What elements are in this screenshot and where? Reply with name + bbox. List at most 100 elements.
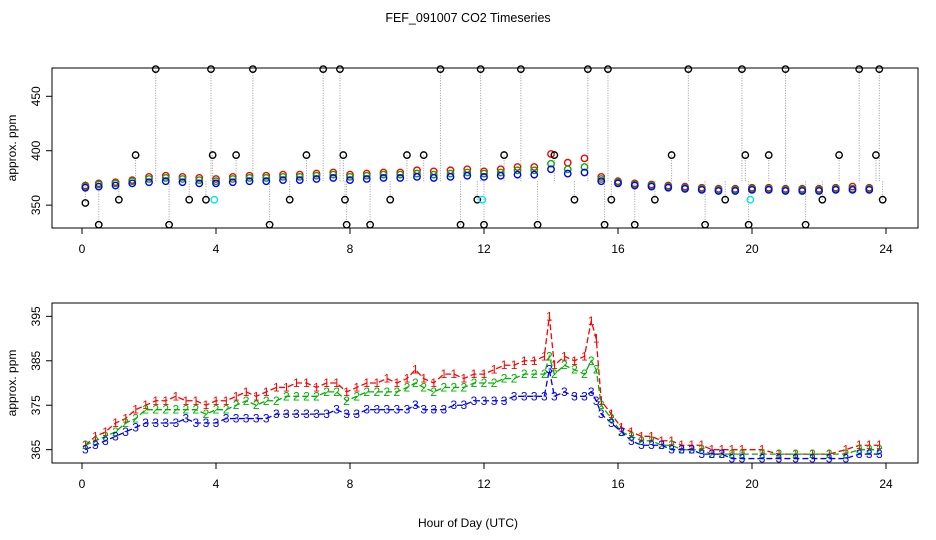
- point-label-series-2: 2: [333, 385, 340, 399]
- data-point-series-3: [872, 151, 880, 159]
- point-label-series-2: 2: [112, 425, 119, 439]
- data-point-series-1: [429, 170, 438, 179]
- y-tick-label: 350: [29, 195, 43, 215]
- point-label-series-3: 3: [333, 403, 340, 417]
- top-x-axis: 0 4 8 12 16 20 24: [79, 228, 893, 256]
- point-label-series-2: 2: [471, 376, 478, 390]
- point-label-series-2: 2: [521, 367, 528, 381]
- point-label-series-3: 3: [203, 416, 210, 430]
- point-label-series-1: 1: [708, 443, 715, 457]
- bottom-y-axis-title: approx. ppm: [5, 350, 19, 417]
- x-tick-label: 0: [79, 477, 86, 491]
- data-point-series-3: [570, 195, 579, 204]
- point-label-series-3: 3: [668, 443, 675, 457]
- point-label-series-2: 2: [430, 385, 437, 399]
- point-label-series-2: 2: [451, 380, 458, 394]
- point-label-series-1: 1: [759, 443, 766, 457]
- point-label-series-3: 3: [373, 403, 380, 417]
- point-label-series-2: 2: [203, 407, 210, 421]
- data-point-series-2: [664, 183, 673, 192]
- data-point-series-2: [764, 186, 773, 194]
- point-label-series-2: 2: [384, 385, 391, 399]
- data-point-series-3: [207, 65, 215, 73]
- point-label-series-1: 1: [658, 434, 665, 448]
- data-point-series-2: [513, 170, 522, 179]
- point-label-series-3: 3: [172, 416, 179, 430]
- point-label-series-1: 1: [451, 367, 458, 381]
- point-label-series-3: 3: [826, 452, 833, 466]
- bottom-panel: approx. ppm 11 11 11 1 1 1 1 1 1 1 1 1 1 1 1 1 1 1 1 1 1 1 11 1…: [5, 302, 919, 491]
- point-label-series-3: 3: [618, 425, 625, 439]
- point-label-series-1: 1: [775, 447, 782, 461]
- x-tick-label: 4: [213, 477, 220, 491]
- point-label-series-2: 2: [842, 447, 849, 461]
- point-label-series-2: 2: [313, 389, 320, 403]
- point-label-series-3: 3: [856, 447, 863, 461]
- x-tick-label: 24: [879, 242, 893, 256]
- point-label-series-2: 2: [102, 429, 109, 443]
- point-label-series-1: 1: [491, 363, 498, 377]
- point-label-series-2: 2: [481, 376, 488, 390]
- point-label-series-2: 2: [273, 394, 280, 408]
- data-point-series-2: [111, 181, 120, 190]
- data-point-series-3: [403, 151, 411, 159]
- data-point-series-2: [647, 182, 656, 191]
- y-tick-label: 365: [29, 439, 43, 459]
- point-label-series-1: 1: [112, 416, 119, 430]
- point-label-series-2: 2: [233, 398, 240, 412]
- point-label-series-3: 3: [581, 389, 588, 403]
- point-label-series-2: 2: [658, 438, 665, 452]
- point-label-series-1: 1: [313, 380, 320, 394]
- point-label-series-3: 3: [571, 389, 578, 403]
- point-label-series-3: 3: [343, 407, 350, 421]
- x-tick-label: 12: [477, 477, 491, 491]
- point-label-series-2: 2: [440, 380, 447, 394]
- data-point-series-3: [114, 195, 123, 204]
- point-label-series-3: 3: [420, 403, 427, 417]
- point-label-series-3: 3: [809, 452, 816, 466]
- point-label-series-1: 1: [571, 354, 578, 368]
- point-label-series-1: 1: [193, 394, 200, 408]
- data-point-series-1: [161, 174, 170, 182]
- point-label-series-1: 1: [608, 407, 615, 421]
- point-label-series-1: 1: [363, 376, 370, 390]
- point-label-series-1: 1: [541, 349, 548, 363]
- point-label-series-1: 1: [440, 367, 447, 381]
- top-panel: approx. ppm 0 4 8 12 16 20 24 350 400 450: [5, 65, 919, 256]
- data-point-series-1: [463, 168, 472, 177]
- point-label-series-2: 2: [648, 434, 655, 448]
- point-label-series-3: 3: [404, 403, 411, 417]
- point-label-series-2: 2: [618, 425, 625, 439]
- data-point-series-3: [339, 151, 348, 159]
- data-point-series-3: [319, 65, 328, 73]
- point-label-series-3: 3: [263, 412, 270, 426]
- data-point-series-2: [362, 175, 371, 183]
- point-label-series-3: 3: [511, 389, 518, 403]
- data-point-series-3: [684, 65, 693, 73]
- data-point-series-2: [681, 184, 689, 193]
- point-label-series-1: 1: [729, 443, 736, 457]
- data-point-series-1: [178, 175, 187, 183]
- data-point-series-1: [379, 170, 388, 179]
- data-point-series-3: [165, 220, 174, 229]
- point-label-series-1: 1: [551, 358, 558, 372]
- point-label-series-1: 1: [404, 372, 411, 386]
- x-tick-label: 20: [745, 477, 759, 491]
- point-label-series-1: 1: [461, 372, 468, 386]
- point-label-series-2: 2: [283, 389, 290, 403]
- data-point-series-1: [346, 172, 354, 181]
- data-point-series-2: [161, 177, 170, 186]
- point-label-series-3: 3: [193, 416, 200, 430]
- point-label-series-3: 3: [243, 412, 250, 426]
- point-label-series-1: 1: [183, 394, 190, 408]
- x-tick-label: 0: [79, 242, 86, 256]
- data-point-series-2: [580, 168, 589, 177]
- data-point-series-2: [429, 174, 438, 182]
- point-label-series-2: 2: [404, 380, 411, 394]
- point-label-series-1: 1: [688, 438, 695, 452]
- data-point-series-3: [476, 65, 485, 73]
- top-y-axis: 350 400 450: [29, 86, 52, 215]
- data-point-series-3: [248, 65, 257, 73]
- point-label-series-2: 2: [561, 358, 568, 372]
- data-point-series-3: [336, 65, 344, 73]
